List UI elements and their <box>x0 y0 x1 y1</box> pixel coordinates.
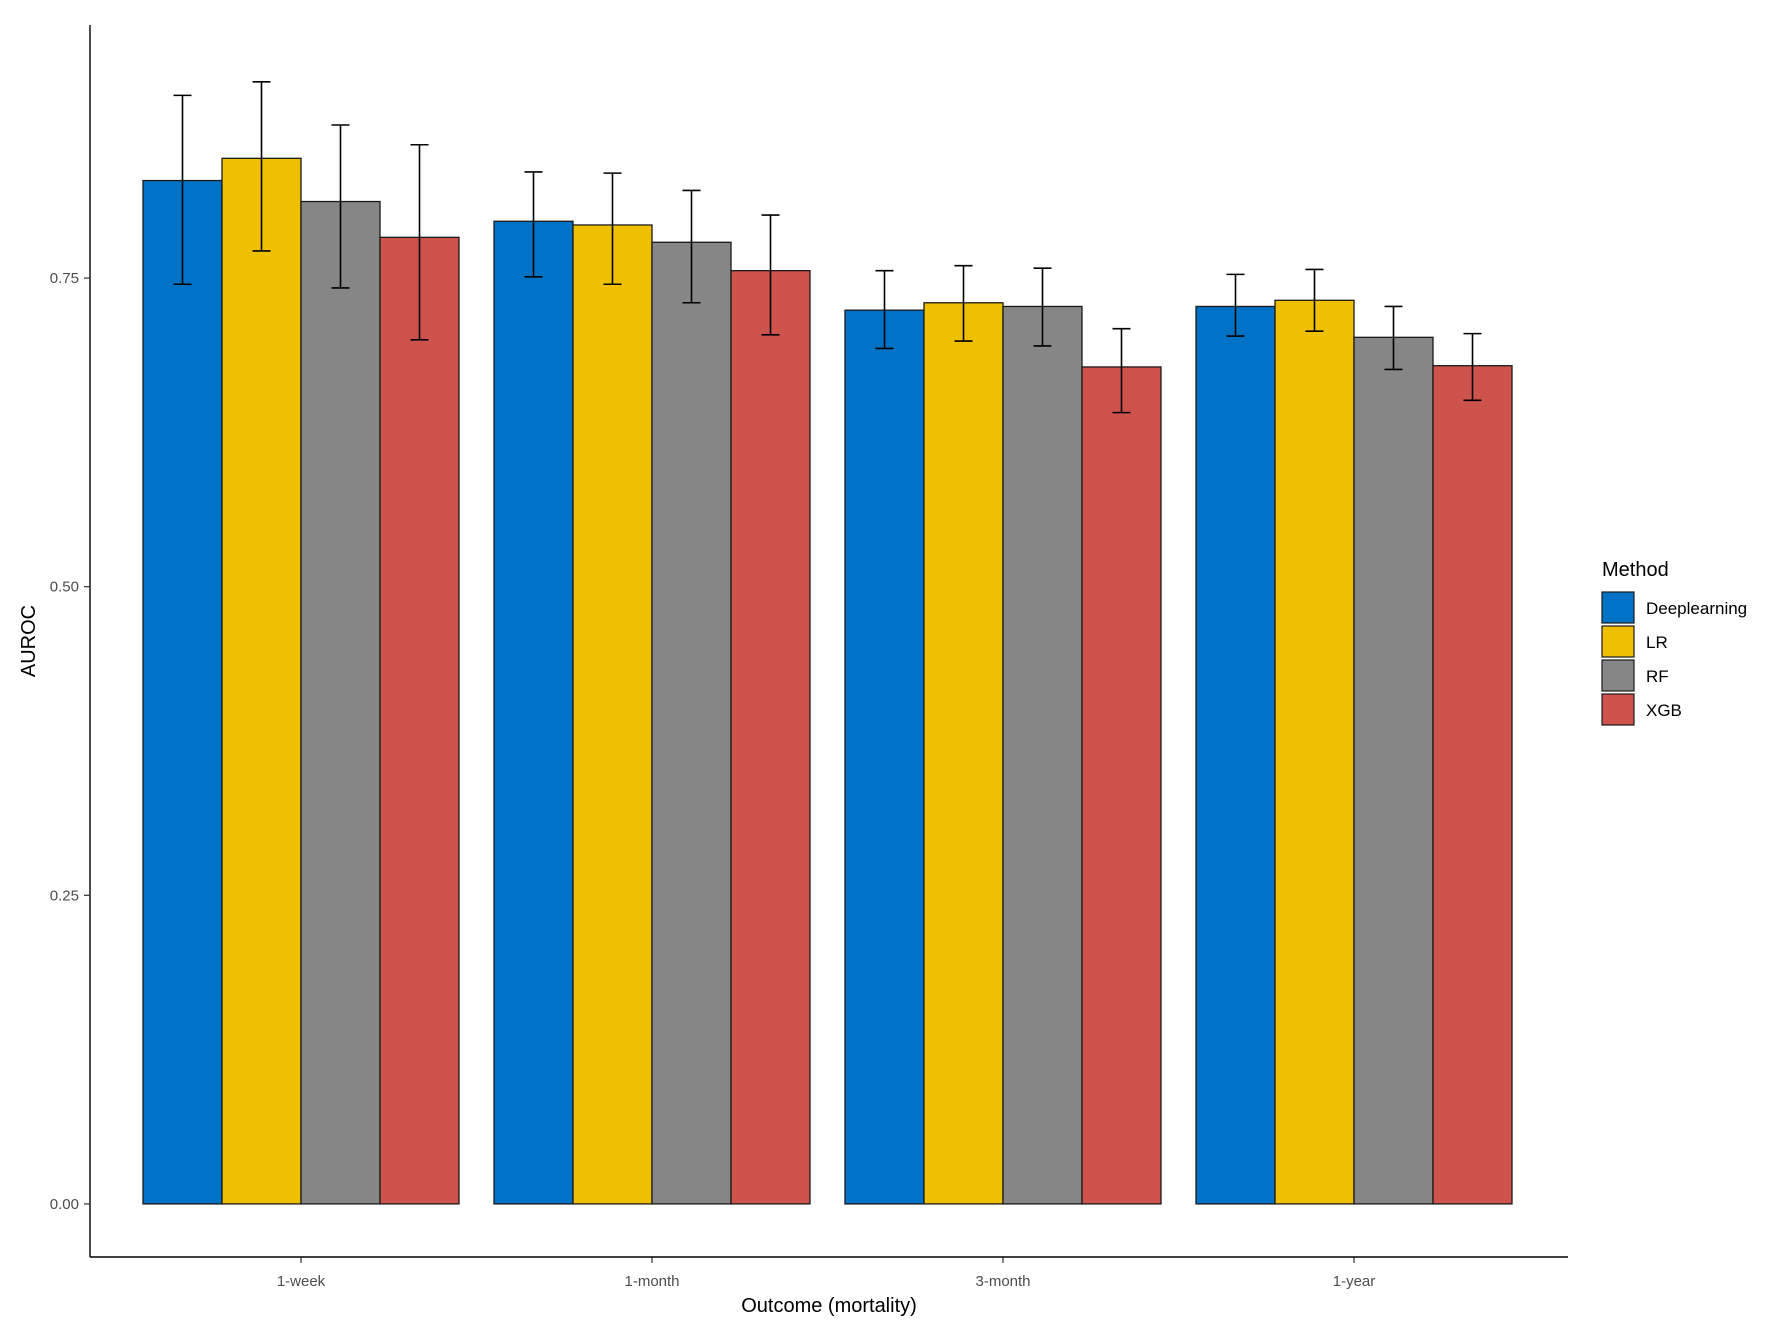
x-tick-label: 1-year <box>1333 1273 1376 1290</box>
bar-lr-1-week <box>221 157 302 1205</box>
bar-rf-1-year <box>1353 336 1434 1205</box>
legend-swatch-xgb <box>1601 693 1635 726</box>
x-tick-label: 1-month <box>624 1273 679 1290</box>
x-tick-label: 3-month <box>975 1273 1030 1290</box>
y-tick-label: 0.75 <box>50 270 79 287</box>
y-tick-label: 0.00 <box>50 1196 79 1213</box>
legend-swatch-rf <box>1601 659 1635 692</box>
bar-deeplearning-3-month <box>844 309 925 1205</box>
bar-rf-1-month <box>651 241 732 1205</box>
bar-xgb-1-week <box>379 236 460 1205</box>
legend-swatch-deeplearning <box>1601 591 1635 624</box>
bar-lr-1-month <box>572 224 653 1205</box>
legend-label-lr: LR <box>1646 633 1668 652</box>
y-tick-label: 0.50 <box>50 579 79 596</box>
bar-deeplearning-1-month <box>493 220 574 1205</box>
legend-title: Method <box>1602 559 1669 581</box>
legend-swatch-lr <box>1601 625 1635 658</box>
bar-rf-1-week <box>300 200 381 1205</box>
legend-label-deeplearning: Deeplearning <box>1646 599 1747 618</box>
y-tick-label: 0.25 <box>50 887 79 904</box>
bar-lr-3-month <box>923 302 1004 1205</box>
bar-xgb-1-month <box>730 270 811 1205</box>
legend-label-xgb: XGB <box>1646 701 1682 720</box>
x-tick-label: 1-week <box>277 1273 326 1290</box>
legend-label-rf: RF <box>1646 667 1669 686</box>
bar-xgb-1-year <box>1432 365 1513 1205</box>
bar-deeplearning-1-year <box>1195 305 1276 1205</box>
bar-lr-1-year <box>1274 299 1355 1205</box>
bar-deeplearning-1-week <box>142 179 223 1205</box>
bar-rf-3-month <box>1002 305 1083 1205</box>
y-axis-title: AUROC <box>18 605 40 677</box>
bar-xgb-3-month <box>1081 366 1162 1205</box>
x-axis-title: Outcome (mortality) <box>741 1295 917 1317</box>
